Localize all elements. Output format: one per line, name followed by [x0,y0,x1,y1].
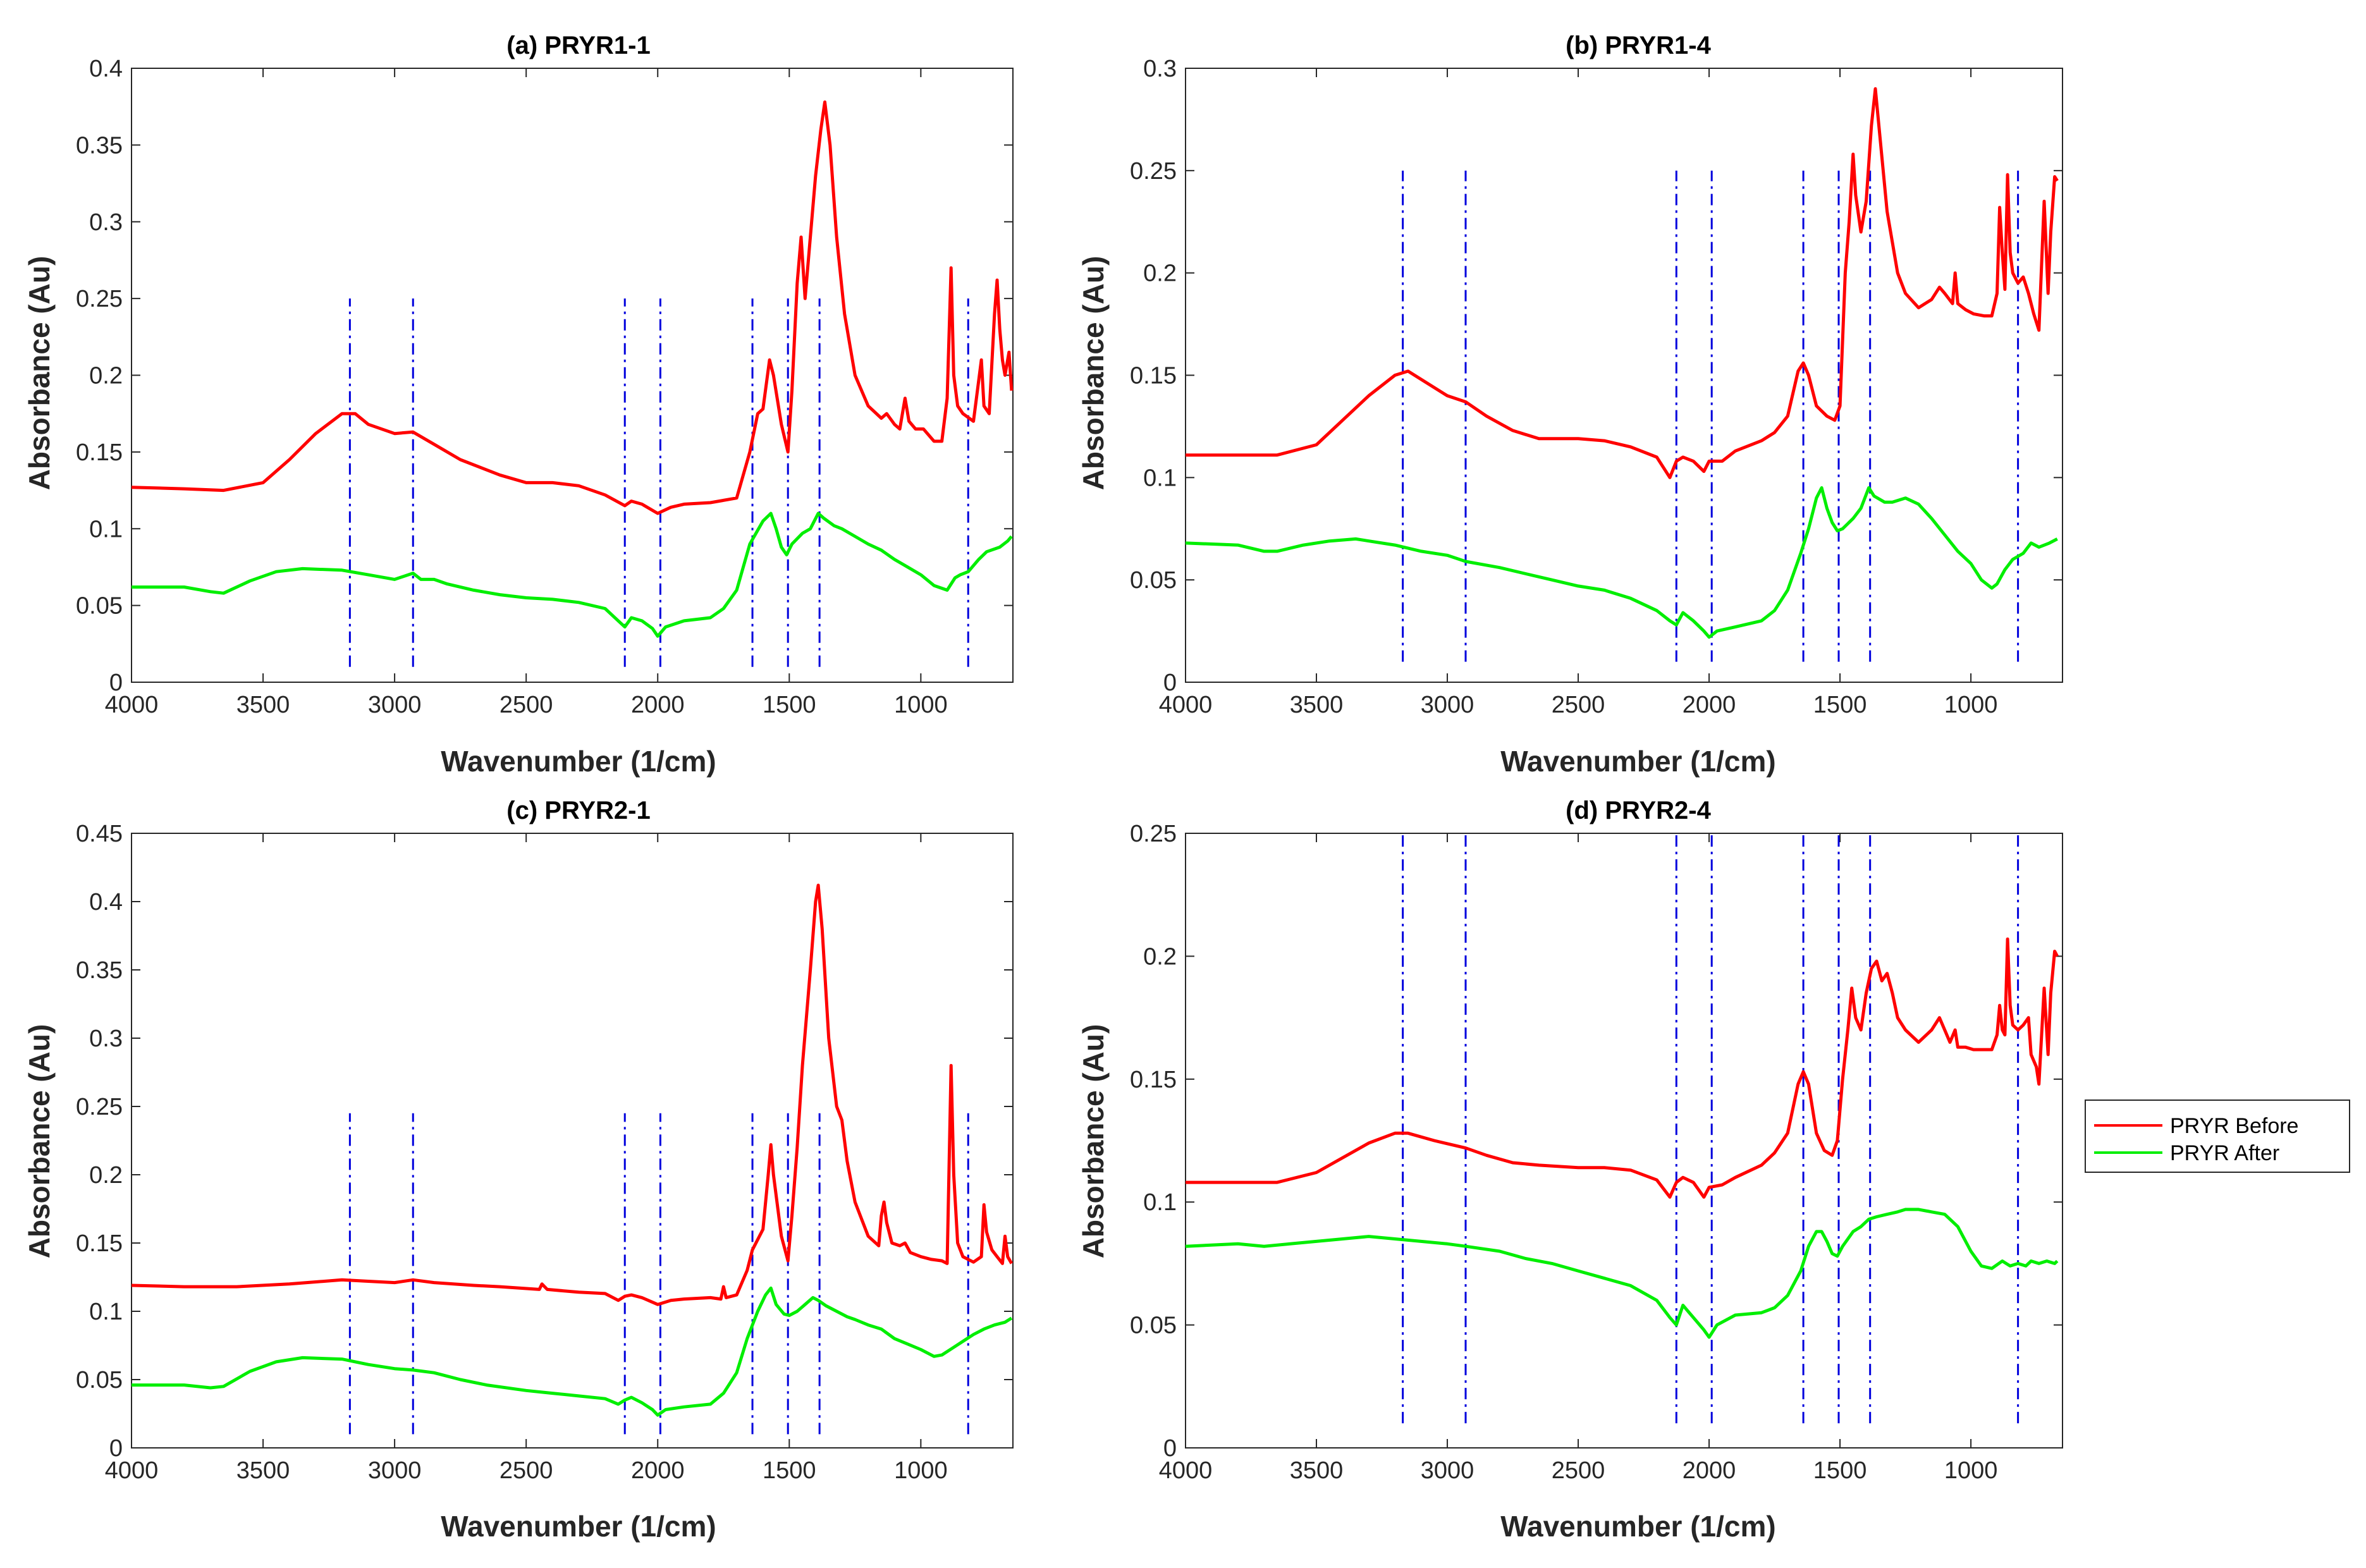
series-after-line [1185,1208,2059,1339]
y-tick-label: 0.1 [1143,465,1177,491]
y-tick-label: 0.4 [89,889,123,916]
y-tick-label: 0.35 [76,957,123,984]
legend-box [2085,1099,2350,1173]
y-tick-label: 0.15 [1130,363,1177,389]
x-tick-label: 3500 [1290,692,1344,718]
panel-b: (b) PRYR1-4 Wavenumber (1/cm) Absorbance… [1077,32,2063,778]
x-tick-label: 4000 [105,1457,159,1484]
y-tick-label: 0.15 [76,1230,123,1257]
x-tick-label: 3000 [1421,692,1474,718]
x-tick-label: 1500 [1813,1457,1867,1484]
x-tick-label: 2500 [1552,1457,1605,1484]
y-tick-label: 0.2 [89,1162,123,1189]
series-before-line [1186,87,2059,479]
y-tick-label: 0.3 [89,209,123,236]
x-axis-label: Wavenumber (1/cm) [1500,745,1775,778]
series-after-line [132,511,1013,638]
x-axis-label: Wavenumber (1/cm) [1500,1510,1775,1543]
x-tick-label: 3000 [368,692,422,718]
y-axis-label: Absorbance (Au) [1077,1024,1110,1259]
y-tick-label: 0.3 [1143,56,1177,82]
x-tick-label: 1500 [1813,692,1867,718]
y-tick-label: 0.1 [1143,1189,1177,1216]
legend-label-before: PRYR Before [2170,1114,2298,1138]
plot-area: 4000 3500 3000 2500 2000 1500 1000 0 0.05 0.1 0.15… [76,821,1014,1484]
x-tick-label: 3000 [368,1457,422,1484]
series-before-line [1186,937,2059,1199]
y-tick-label: 0.15 [1130,1067,1177,1093]
y-tick-label: 0.05 [76,1367,123,1393]
y-axis-label: Absorbance (Au) [23,256,56,491]
axes-box [131,833,1014,1449]
plot-area: 4000 3500 3000 2500 2000 1500 1000 0 0.05 0.1 0.15… [1130,821,2063,1484]
y-tick-label: 0.1 [89,1299,123,1325]
series-before-line [131,100,1014,515]
legend: PRYR Before PRYR After [2085,1099,2350,1173]
y-tick-label: 0.25 [1130,821,1177,847]
x-tick-label: 1000 [1944,692,1998,718]
x-tick-label: 4000 [105,692,159,718]
y-tick-label: 0.25 [1130,158,1177,185]
y-tick-label: 0.25 [76,286,123,312]
y-tick-label: 0.45 [76,821,123,847]
y-tick-label: 0.25 [76,1094,123,1120]
x-tick-label: 2000 [631,692,685,718]
x-tick-label: 3500 [1290,1457,1344,1484]
y-axis-label: Absorbance (Au) [23,1024,56,1259]
y-tick-label: 0.2 [1143,260,1177,287]
x-tick-label: 2500 [500,692,553,718]
plot-area: 4000 3500 3000 2500 2000 1500 1000 0 0.05 0.1 0.15… [1130,56,2063,718]
x-tick-label: 2500 [500,1457,553,1484]
x-tick-label: 3000 [1421,1457,1474,1484]
panel-a: (a) PRYR1-1 Wavenumber (1/cm) Absorbance… [23,32,1014,778]
x-tick-label: 1000 [1944,1457,1998,1484]
plot-area: 4000 3500 3000 2500 2000 1500 1000 0 0.05 0.1 0.15… [76,56,1014,718]
panel-d: (d) PRYR2-4 Wavenumber (1/cm) Absorbance… [1077,797,2063,1543]
x-tick-label: 2000 [631,1457,685,1484]
legend-label-after: PRYR After [2170,1141,2279,1165]
y-tick-label: 0.35 [76,132,123,159]
x-tick-label: 2500 [1552,692,1605,718]
y-tick-label: 0 [1163,1435,1177,1462]
x-tick-label: 4000 [1159,692,1213,718]
series-before-line [131,883,1014,1306]
x-tick-label: 1500 [763,692,816,718]
series-after-line [132,1286,1013,1417]
x-tick-label: 3500 [236,692,290,718]
y-tick-label: 0.3 [89,1026,123,1052]
y-tick-label: 0.05 [1130,567,1177,594]
x-tick-label: 1000 [894,692,948,718]
x-tick-label: 3500 [236,1457,290,1484]
axes-box [1185,833,2063,1449]
x-tick-label: 1000 [894,1457,948,1484]
panel-title: (d) PRYR2-4 [1566,797,1711,824]
y-tick-label: 0.05 [1130,1313,1177,1339]
y-tick-label: 0.1 [89,516,123,542]
panel-title: (c) PRYR2-1 [506,797,650,824]
x-axis-label: Wavenumber (1/cm) [441,745,716,778]
y-tick-label: 0.4 [89,56,123,82]
y-axis-label: Absorbance (Au) [1077,256,1110,491]
panel-title: (b) PRYR1-4 [1566,32,1711,59]
x-tick-label: 2000 [1683,1457,1736,1484]
series-after-line [1185,486,2058,639]
x-axis-label: Wavenumber (1/cm) [441,1510,716,1543]
panel-title: (a) PRYR1-1 [506,32,650,59]
x-tick-label: 4000 [1159,1457,1213,1484]
y-tick-label: 0.2 [1143,943,1177,970]
y-tick-label: 0 [1163,670,1177,696]
y-tick-label: 0.2 [89,363,123,389]
y-tick-label: 0 [109,670,123,696]
x-tick-label: 2000 [1683,692,1736,718]
y-tick-label: 0.15 [76,439,123,466]
y-tick-label: 0.05 [76,593,123,620]
x-tick-label: 1500 [763,1457,816,1484]
y-tick-label: 0 [109,1435,123,1462]
panel-c: (c) PRYR2-1 Wavenumber (1/cm) Absorbance… [23,797,1014,1543]
